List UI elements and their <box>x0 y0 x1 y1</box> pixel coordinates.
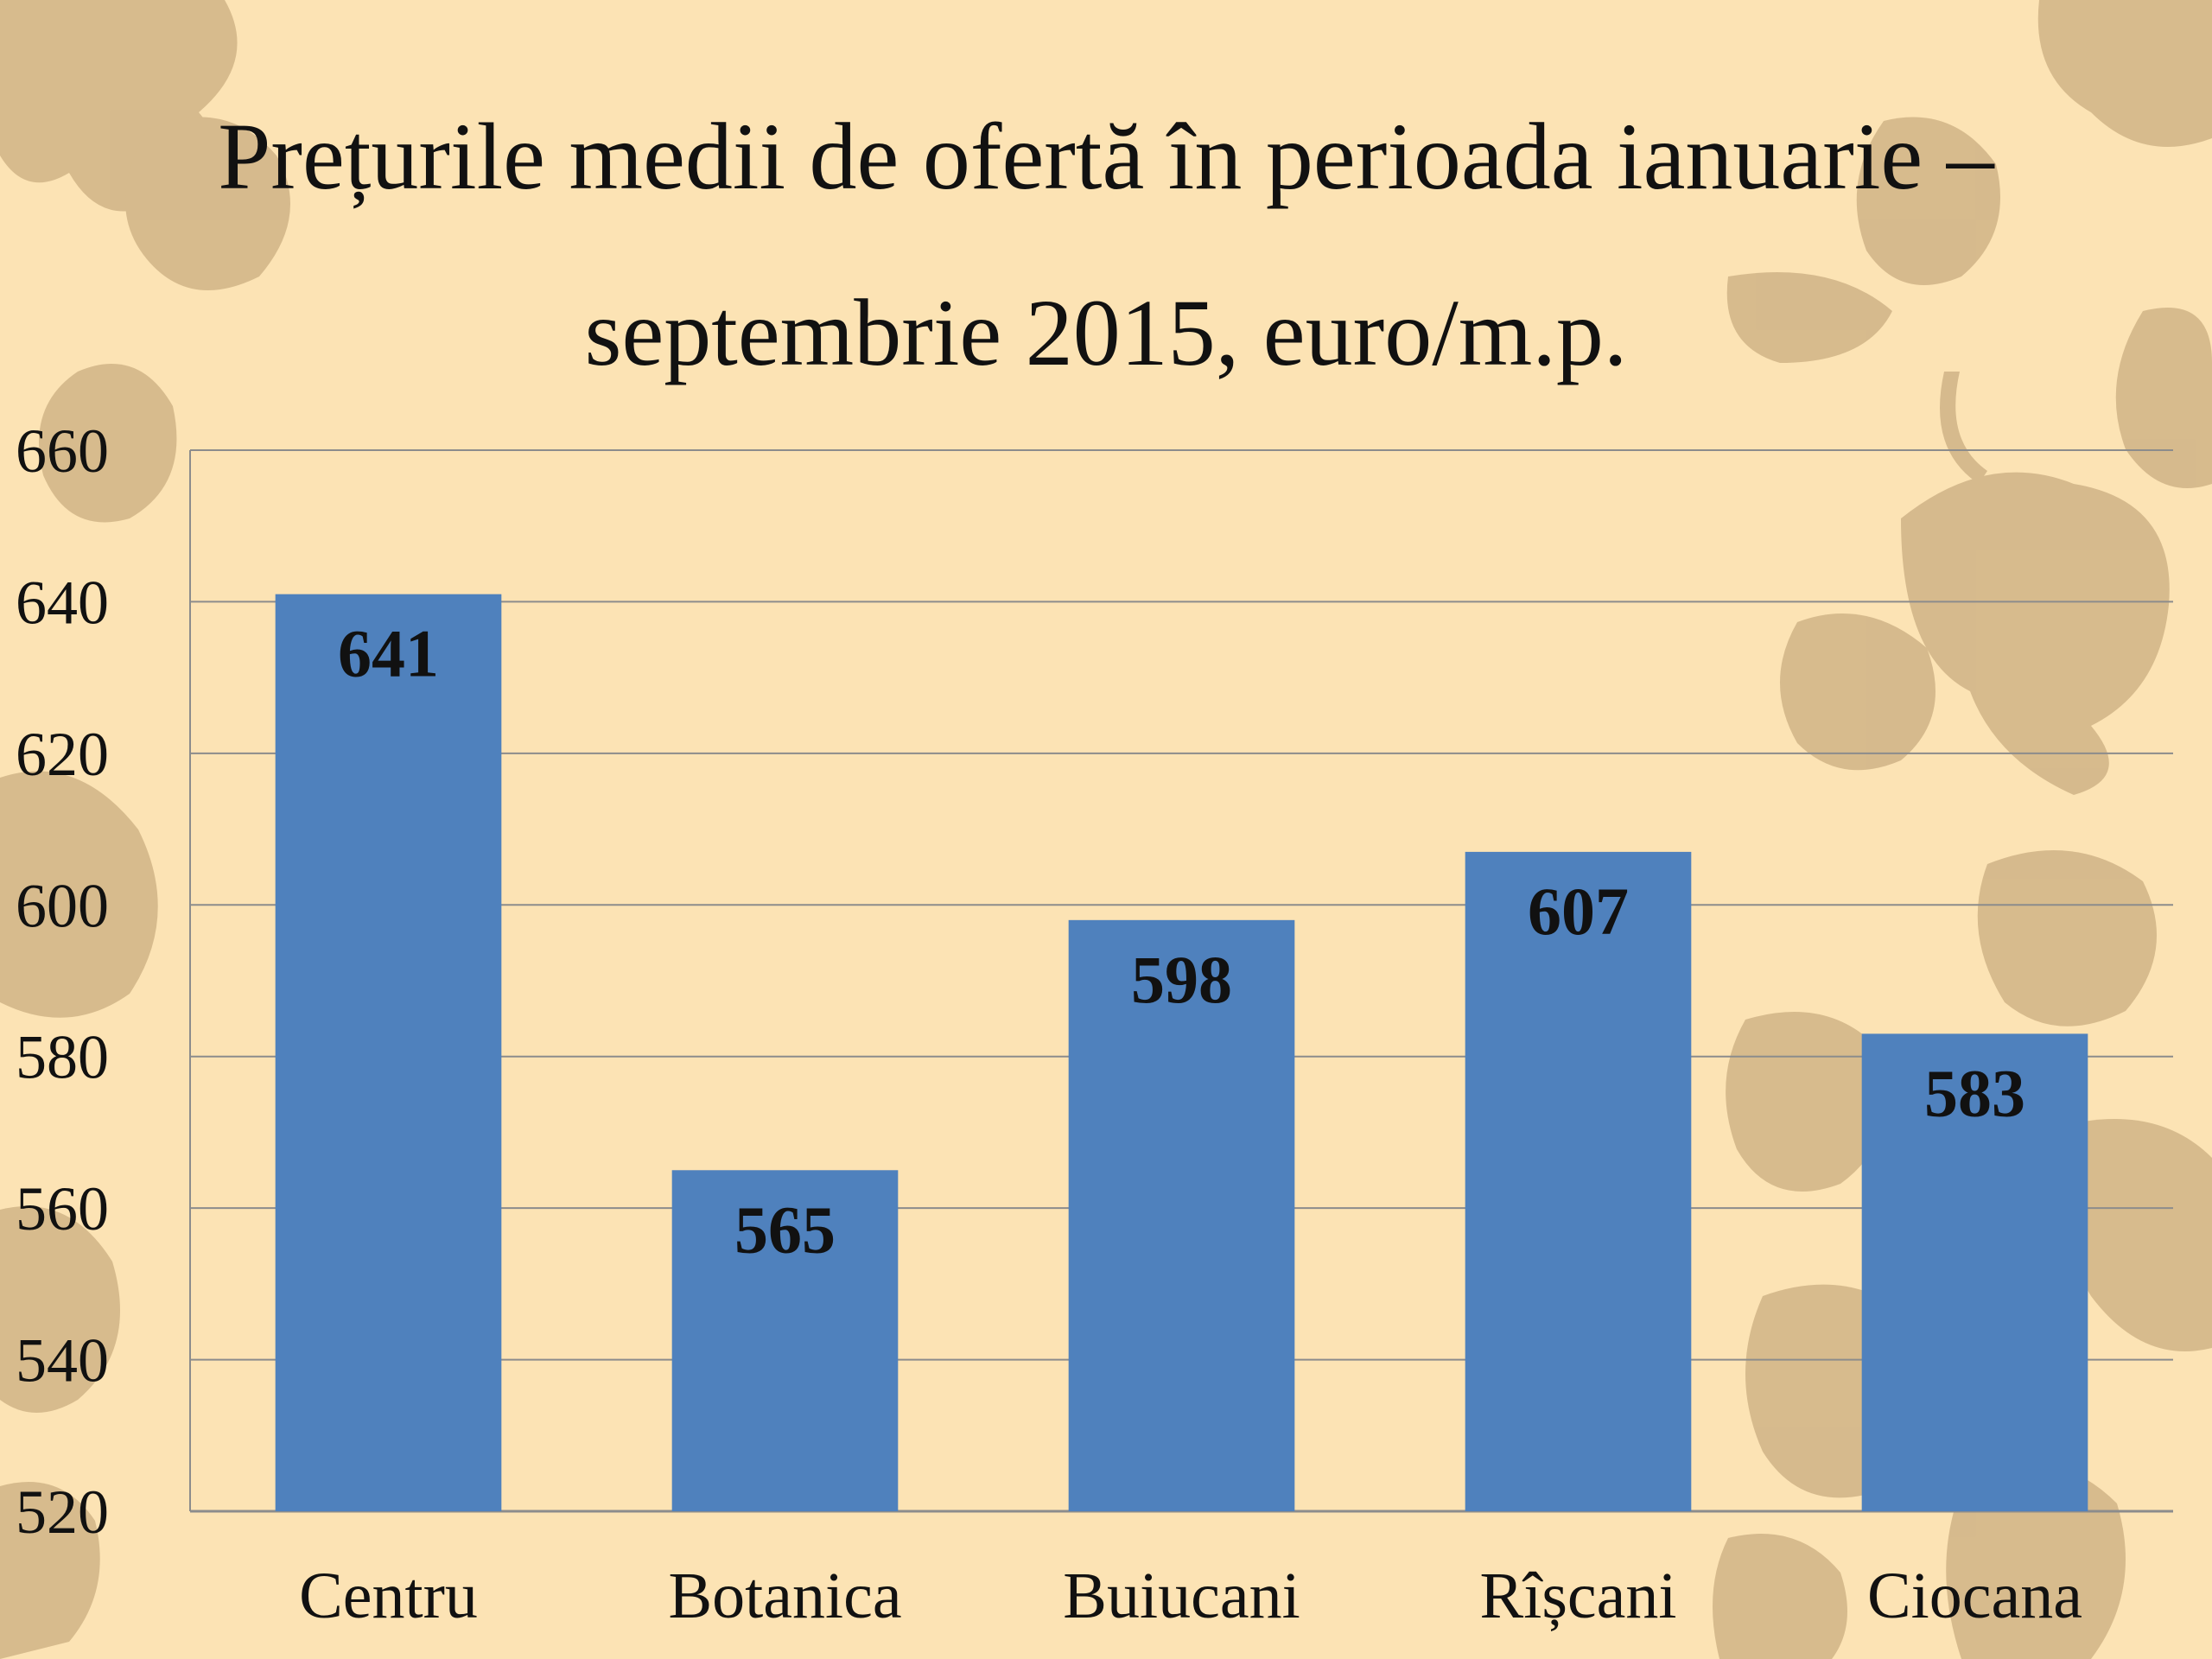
x-category-label: Botanica <box>668 1560 901 1632</box>
bar <box>1861 1033 2088 1511</box>
y-tick-label: 660 <box>16 416 109 486</box>
data-label: 598 <box>1131 942 1232 1017</box>
x-category-label: Rîșcani <box>1480 1560 1677 1632</box>
chart-title-line-2: septembrie 2015, euro/m.p. <box>584 280 1628 385</box>
y-tick-label: 540 <box>16 1326 109 1395</box>
y-tick-label: 620 <box>16 720 109 789</box>
data-label: 583 <box>1924 1055 2025 1130</box>
data-label: 607 <box>1528 874 1629 949</box>
x-category-label: Centru <box>299 1560 478 1632</box>
x-category-label: Buiucani <box>1063 1560 1300 1632</box>
bar <box>1068 919 1295 1511</box>
bar <box>1465 851 1692 1511</box>
data-label: 565 <box>734 1192 836 1267</box>
x-category-label: Ciocana <box>1867 1560 2082 1632</box>
y-tick-label: 640 <box>16 568 109 637</box>
y-tick-label: 600 <box>16 871 109 940</box>
chart-title-line-1: Prețurile medii de ofertă în perioada ia… <box>218 104 1994 209</box>
data-label: 641 <box>338 616 439 691</box>
bar <box>275 594 502 1511</box>
bar <box>671 1170 899 1511</box>
y-tick-label: 580 <box>16 1023 109 1092</box>
y-tick-label: 560 <box>16 1174 109 1243</box>
y-tick-label: 520 <box>16 1478 109 1547</box>
